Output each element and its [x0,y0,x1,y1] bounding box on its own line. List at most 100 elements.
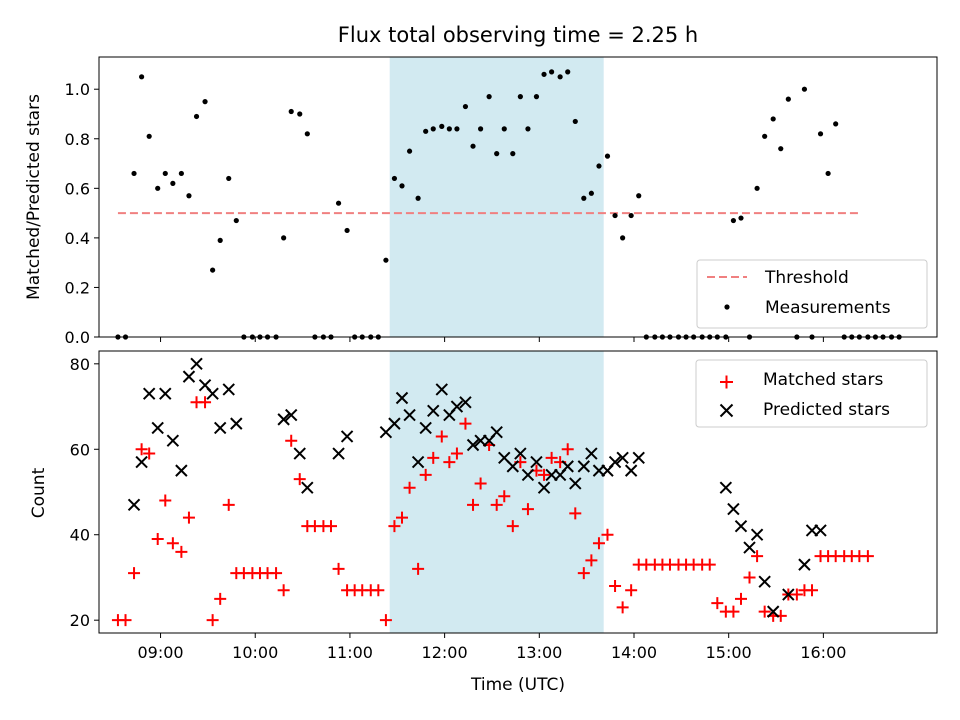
predicted-stars-point [388,417,401,430]
measurements-point [833,121,839,127]
measurements-point [510,151,516,157]
matched-stars-point [175,545,188,558]
measurements-point [604,153,611,159]
matched-stars-point [119,614,132,627]
predicted-stars-point [277,413,290,426]
measurements-point [415,195,421,201]
matched-stars-point [734,592,747,605]
measurements-point [581,195,587,201]
measurements-point [202,99,208,105]
measurements-point [770,116,776,122]
matched-stars-point [396,511,409,524]
predicted-stars-point [521,468,535,482]
matched-stars-point [419,468,432,481]
measurements-point [131,170,137,177]
predicted-stars-point [411,455,425,469]
measurements-point [470,143,476,149]
predicted-stars-point [222,383,235,396]
measurements-point [596,163,602,169]
legend-predicted-label: Predicted stars [763,400,890,420]
measurements-point [304,131,310,137]
top-y-tick-label: 0.8 [65,130,90,149]
matched-stars-point [159,494,172,507]
top-shaded-region [389,57,604,337]
legend-measurements-label: Measurements [765,298,891,318]
matched-stars-point [616,601,629,614]
top-y-tick-label: 0.0 [65,328,90,347]
top-y-tick-label: 0.2 [65,278,90,297]
predicted-stars-point [403,408,416,422]
measurements-point [738,215,744,221]
measurements-point [193,113,200,120]
measurements-point [785,96,791,102]
measurements-point [620,235,626,241]
measurements-point [335,200,342,206]
bottom-legend-frame [695,359,928,428]
predicted-stars-point [293,447,306,460]
bottom-x-tick-label: 16:00 [800,643,846,662]
predicted-stars-point [175,464,188,477]
top-y-tick-label: 1.0 [65,80,90,99]
predicted-stars-point [459,396,472,409]
matched-stars-point [277,584,290,597]
matched-stars-point [569,507,582,520]
predicted-stars-point [798,558,811,571]
matched-stars-point [388,520,401,533]
predicted-stars-point [340,430,354,443]
measurements-point [344,227,350,234]
matched-stars-point [285,434,298,447]
predicted-stars-point [514,447,527,460]
measurements-point [778,146,784,152]
bottom-shaded-region [389,351,604,633]
predicted-stars-point [135,455,148,469]
matched-stars-point [182,511,195,524]
matched-stars-point [435,430,448,443]
measurements-point [446,126,452,132]
predicted-stars-point [151,421,164,435]
matched-stars-point [151,533,164,545]
measurements-point [383,257,389,263]
matched-stars-point [545,451,558,464]
matched-stars-point [450,447,463,460]
predicted-stars-point [743,541,756,554]
matched-stars-point [703,558,716,571]
predicted-stars-point [814,524,827,537]
legend-measurements-swatch [724,304,730,310]
matched-stars-point [135,443,148,456]
matched-stars-point [751,550,764,563]
matched-stars-point [459,417,472,430]
matched-stars-point [561,443,574,456]
bottom-plot-area: 20 40 60 80 09:00 10:00 11:00 12:00 13:00 14:00 15… [70,350,938,662]
matched-stars-point [467,498,480,511]
predicted-stars-point [734,519,748,533]
matched-stars-point [293,473,306,486]
matched-stars-point [585,554,598,567]
top-axes-frame [98,56,938,338]
predicted-stars-point [782,588,795,601]
predicted-stars-point [301,481,314,494]
matched-stars-point [506,520,519,533]
measurements-point [801,86,808,92]
matched-stars-point [711,597,724,610]
matched-stars-point [727,605,740,618]
legend-predicted-swatch [719,403,734,418]
bottom-x-tick-label: 10:00 [232,643,278,662]
predicted-stars-point [159,387,172,400]
matched-stars-point [412,562,425,575]
matched-stars-point [474,477,487,490]
bottom-y-tick-label: 20 [70,611,90,630]
top-y-tick-label: 0.4 [65,229,90,248]
predicted-stars-point [395,391,409,405]
matched-stars-point [806,584,819,597]
bottom-y-tick-label: 60 [70,440,90,459]
measurements-point [288,108,294,115]
matched-stars-point [758,605,771,618]
legend-matched-swatch [720,375,733,389]
predicted-stars-point [506,460,519,473]
bottom-x-tick-label: 09:00 [137,643,183,662]
measurements-point [226,175,232,182]
matched-stars-point [372,584,385,597]
top-plot-area: 0.0 0.2 0.4 0.6 0.8 1.0 [65,56,938,347]
matched-stars-point [379,614,392,627]
